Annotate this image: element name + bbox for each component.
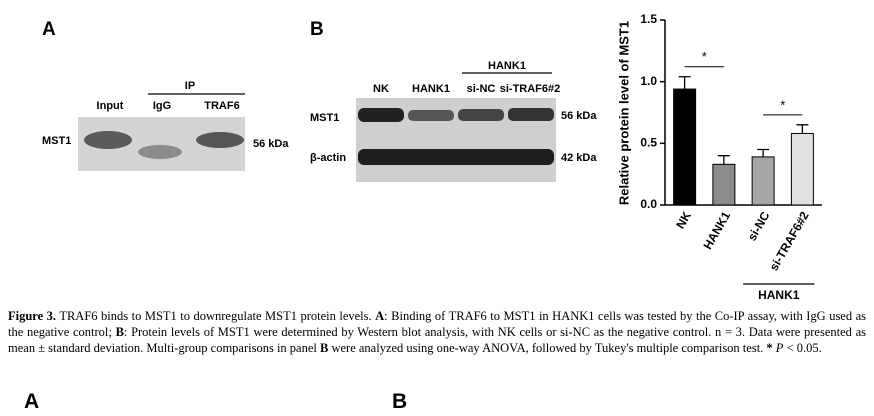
band [358, 149, 554, 165]
error-bar [757, 148, 770, 157]
x-tick-label: NK [673, 209, 694, 231]
panel-letter: B [310, 19, 324, 40]
figure: A IP Input IgG TRAF6 MST1 56 kDa B HANK1… [42, 12, 822, 300]
y-tick-label: 1.5 [640, 12, 657, 26]
error-bar [796, 124, 809, 134]
band [408, 110, 454, 121]
row-label: MST1 [310, 112, 339, 124]
significance-label: * [702, 49, 707, 64]
lane-label: si-TRAF6#2 [500, 83, 561, 95]
lane-label: HANK1 [412, 83, 450, 95]
lane-label: si-NC [467, 83, 496, 95]
caption-part: B [115, 325, 124, 339]
size-label: 56 kDa [253, 138, 289, 150]
y-tick-label: 0.5 [640, 136, 657, 150]
band [458, 109, 504, 121]
caption-part: : Protein levels of MST1 were determined… [8, 325, 866, 355]
group-label: HANK1 [488, 60, 526, 72]
bar [673, 88, 697, 206]
band [358, 108, 404, 122]
bar [712, 163, 736, 206]
y-axis-label: Relative protein level of MST1 [616, 21, 631, 205]
caption-part: B [320, 341, 329, 355]
row-label: MST1 [42, 135, 71, 147]
caption-part: * [766, 341, 773, 355]
x-tick-label: si-NC [745, 209, 773, 243]
band [508, 108, 554, 121]
x-tick-label: si-TRAF6#2 [767, 209, 812, 273]
caption-part: A [375, 309, 385, 323]
caption: Figure 3. TRAF6 binds to MST1 to downreg… [8, 308, 866, 356]
size-label: 56 kDa [561, 110, 597, 122]
lane-label: NK [373, 83, 389, 95]
significance-label: * [780, 97, 785, 112]
row-label: β-actin [310, 152, 346, 164]
caption-part: P [775, 341, 784, 355]
x-tick-label: HANK1 [700, 209, 733, 252]
error-bar [717, 155, 730, 165]
y-tick-label: 1.0 [640, 74, 657, 88]
band [196, 132, 244, 148]
ip-label: IP [185, 80, 195, 92]
error-bar [678, 76, 691, 90]
size-label: 42 kDa [561, 152, 597, 164]
caption-part: TRAF6 binds to MST1 to downregulate MST1… [56, 309, 376, 323]
bar [790, 132, 814, 206]
y-tick-label: 0.0 [640, 197, 657, 211]
caption-part: Figure 3. [8, 309, 57, 323]
footer-letter: B [392, 390, 408, 413]
caption-part: were analyzed using one-way ANOVA, follo… [328, 341, 767, 355]
caption-part: : Binding of TRAF6 to MST1 in HANK1 cell… [8, 309, 867, 339]
lane-label: TRAF6 [204, 100, 239, 112]
band [84, 131, 132, 149]
bar [751, 156, 775, 206]
footer-letter: A [24, 390, 40, 413]
caption-part: < 0.05. [783, 341, 822, 355]
lane-label: Input [97, 100, 124, 112]
group-label: HANK1 [758, 288, 800, 300]
band [138, 145, 182, 159]
lane-label: IgG [153, 100, 171, 112]
panel-letter: A [42, 19, 56, 40]
